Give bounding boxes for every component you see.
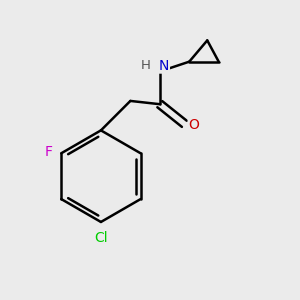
Text: N: N [159, 58, 169, 73]
Text: O: O [189, 118, 200, 133]
Text: H: H [141, 59, 151, 72]
Text: Cl: Cl [94, 231, 108, 245]
Text: F: F [45, 145, 53, 159]
